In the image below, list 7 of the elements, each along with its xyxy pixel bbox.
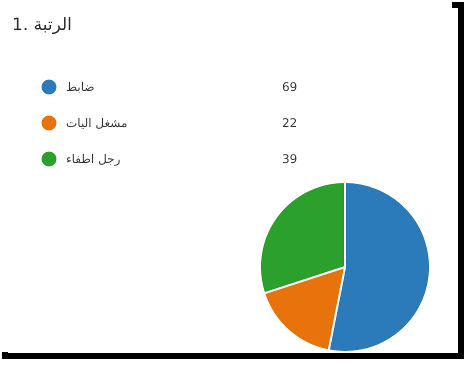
chart-title: 1. الرتبة [12, 15, 72, 35]
legend-label: مشغل اليات [66, 116, 128, 130]
data-label: 39 [282, 152, 298, 166]
legend-label: ضابط [66, 80, 95, 94]
legend-label: رجل اطفاء [66, 152, 121, 166]
data-label: 22 [282, 116, 298, 130]
data-label: 69 [282, 80, 298, 94]
